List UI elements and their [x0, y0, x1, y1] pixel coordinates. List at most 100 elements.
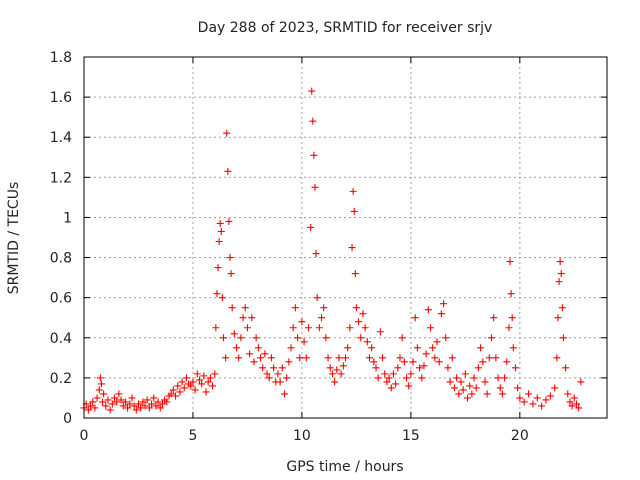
- data-point: [128, 394, 136, 402]
- data-point: [490, 314, 498, 322]
- data-point: [520, 398, 528, 406]
- data-point: [126, 400, 134, 408]
- y-tick-label: 0.4: [50, 331, 72, 347]
- y-axis-label: SRMTID / TECUs: [6, 182, 22, 295]
- plot-frame: [83, 56, 608, 419]
- data-point: [572, 400, 580, 408]
- data-point: [422, 350, 430, 358]
- data-point: [411, 314, 419, 322]
- data-point: [154, 398, 162, 406]
- data-point: [470, 374, 478, 382]
- data-point: [308, 87, 316, 95]
- data-point: [472, 384, 480, 392]
- data-point: [503, 358, 511, 366]
- data-point: [516, 394, 524, 402]
- data-point: [289, 324, 297, 332]
- data-point: [355, 318, 363, 326]
- chart-title: Day 288 of 2023, SRMTID for receiver srj…: [198, 20, 493, 36]
- data-point: [337, 370, 345, 378]
- data-point: [492, 354, 500, 362]
- data-point: [555, 278, 563, 286]
- data-point: [416, 364, 424, 372]
- data-point: [374, 374, 382, 382]
- data-point: [111, 394, 119, 402]
- grid-lines: [84, 57, 607, 418]
- data-point: [228, 304, 236, 312]
- data-point: [182, 374, 190, 382]
- data-point: [328, 370, 336, 378]
- data-point: [95, 386, 103, 394]
- data-point: [346, 324, 354, 332]
- data-point: [176, 388, 184, 396]
- data-point: [121, 398, 129, 406]
- data-point: [448, 354, 456, 362]
- data-point: [363, 338, 371, 346]
- data-point: [394, 364, 402, 372]
- data-point: [575, 404, 583, 412]
- data-point: [389, 370, 397, 378]
- data-point: [252, 334, 260, 342]
- data-point: [276, 378, 284, 386]
- data-point: [577, 378, 585, 386]
- data-point: [554, 314, 562, 322]
- data-point: [396, 354, 404, 362]
- data-point: [455, 390, 463, 398]
- data-point: [566, 398, 574, 406]
- data-point: [320, 304, 328, 312]
- y-tick-label: 0.6: [50, 291, 72, 307]
- data-point: [91, 404, 99, 412]
- x-tick-label: 10: [293, 428, 311, 444]
- data-point: [143, 396, 151, 404]
- data-point: [96, 374, 104, 382]
- data-point: [195, 376, 203, 384]
- data-point: [553, 354, 561, 362]
- data-point: [198, 380, 206, 388]
- data-point: [263, 370, 271, 378]
- data-point: [296, 354, 304, 362]
- data-point: [538, 402, 546, 410]
- data-point: [89, 398, 97, 406]
- data-point: [156, 404, 164, 412]
- data-point: [424, 306, 432, 314]
- data-point: [335, 354, 343, 362]
- data-point: [224, 167, 232, 175]
- data-point: [209, 382, 217, 390]
- data-point: [496, 384, 504, 392]
- data-point: [113, 398, 121, 406]
- data-point: [97, 380, 105, 388]
- data-point: [562, 364, 570, 372]
- data-point: [440, 300, 448, 308]
- data-point: [558, 304, 566, 312]
- data-point: [99, 398, 107, 406]
- data-point: [287, 344, 295, 352]
- data-point: [381, 370, 389, 378]
- data-point: [250, 358, 258, 366]
- data-point: [370, 358, 378, 366]
- data-point: [361, 324, 369, 332]
- data-point: [169, 386, 177, 394]
- data-point: [352, 304, 360, 312]
- data-point: [261, 350, 269, 358]
- data-point: [265, 374, 273, 382]
- data-point: [559, 334, 567, 342]
- data-point: [311, 183, 319, 191]
- data-point: [257, 354, 265, 362]
- y-tick-label: 0: [63, 411, 72, 427]
- y-tick-label: 0.2: [50, 371, 72, 387]
- data-point: [217, 227, 225, 235]
- data-point: [494, 374, 502, 382]
- data-point: [326, 364, 334, 372]
- data-point: [106, 406, 114, 414]
- data-point: [300, 338, 308, 346]
- data-point: [459, 386, 467, 394]
- data-point: [324, 354, 332, 362]
- data-point: [259, 364, 267, 372]
- data-point: [152, 402, 160, 410]
- data-point: [359, 310, 367, 318]
- data-point: [525, 390, 533, 398]
- data-point: [505, 324, 513, 332]
- data-point: [309, 117, 317, 125]
- data-point: [556, 258, 564, 266]
- data-point: [450, 384, 458, 392]
- x-tick-label: 5: [188, 428, 197, 444]
